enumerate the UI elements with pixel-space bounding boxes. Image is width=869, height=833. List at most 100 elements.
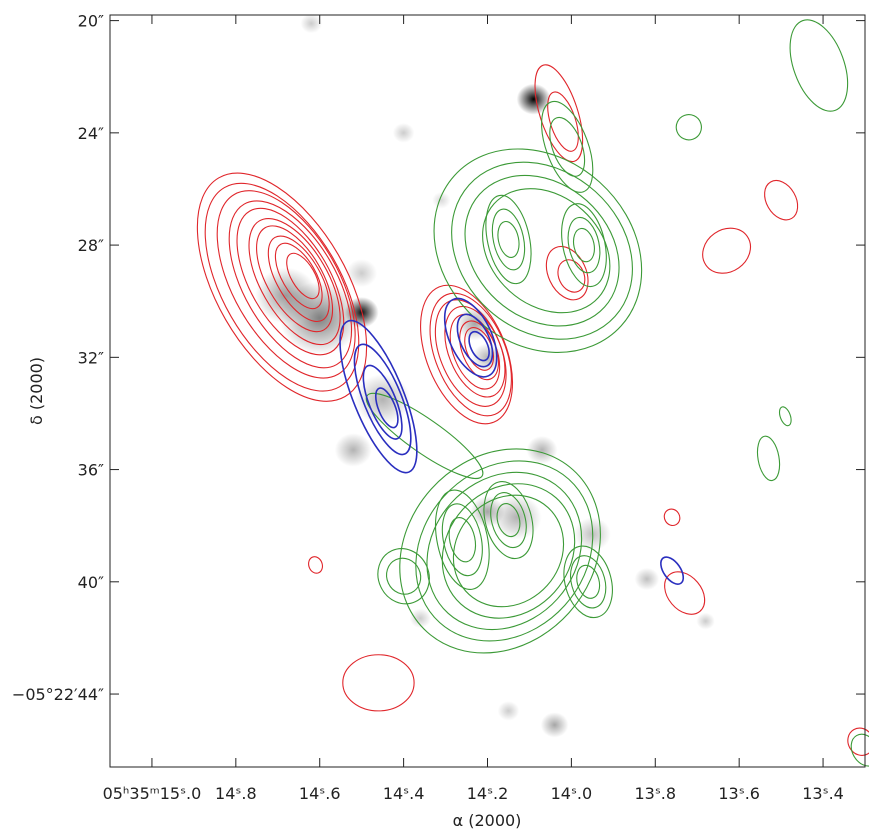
blue-contour: [660, 556, 685, 585]
green-contour: [570, 555, 607, 609]
y-tick-label: 28″: [78, 236, 104, 255]
x-tick-label: 13ˢ.6: [718, 784, 760, 803]
red-contour: [216, 190, 356, 379]
green-contour: [452, 494, 565, 608]
grayscale-blob: [497, 701, 520, 721]
x-tick-label: 13ˢ.8: [634, 784, 676, 803]
red-contour: [236, 207, 345, 356]
green-contour: [756, 435, 781, 482]
green-contour: [365, 392, 484, 479]
red-contour: [267, 235, 330, 323]
y-axis-label: δ (2000): [27, 357, 46, 425]
grayscale-blob: [492, 494, 542, 540]
red-contour-series: [196, 64, 869, 756]
green-contour: [482, 188, 611, 314]
green-contour: [496, 503, 521, 538]
grayscale-blob: [346, 259, 378, 288]
y-tick-label: 40″: [78, 573, 104, 592]
green-contour: [399, 448, 601, 654]
y-tick-label: 24″: [78, 124, 104, 143]
blue-contour: [443, 297, 498, 378]
x-tick-label: 14ˢ.6: [299, 784, 341, 803]
grayscale-blob: [696, 612, 715, 630]
blue-contour: [456, 313, 494, 368]
blue-contour: [362, 364, 403, 440]
green-contour: [567, 216, 601, 274]
green-contour: [576, 564, 601, 599]
red-contour: [534, 64, 584, 163]
green-contour: [386, 557, 422, 595]
red-contour: [228, 200, 353, 369]
x-tick-label: 14ˢ.8: [215, 784, 257, 803]
green-contour: [850, 733, 869, 767]
green-contour: [448, 517, 477, 563]
red-contour: [664, 571, 706, 615]
green-contour: [451, 161, 633, 340]
contours: [196, 19, 869, 767]
green-contour: [435, 489, 490, 590]
grayscale-blob: [334, 433, 372, 467]
green-contour: [377, 548, 430, 605]
green-contour: [541, 100, 594, 193]
grayscale-blob: [526, 435, 558, 464]
green-contour: [490, 492, 527, 549]
x-tick-label: 14ˢ.4: [383, 784, 425, 803]
axis-ticks: 05ʰ35ᵐ15ˢ.0 14ˢ.8 14ˢ.6 14ˢ.4 14ˢ.2 14ˢ.0 13ˢ.…: [12, 12, 865, 803]
green-contour: [441, 483, 576, 619]
green-contour: [483, 481, 534, 560]
y-tick-label: 20″: [78, 12, 104, 31]
red-contour: [847, 727, 869, 756]
green-contour: [549, 116, 586, 177]
green-contour: [426, 471, 583, 631]
grayscale-blob: [540, 712, 569, 738]
grayscale-blob: [516, 83, 551, 115]
red-contour: [545, 245, 589, 301]
green-contour: [778, 406, 792, 427]
red-contour: [204, 182, 360, 392]
red-contour: [308, 556, 324, 574]
grayscale-blob: [634, 567, 660, 591]
red-contour: [663, 508, 681, 527]
red-contour: [248, 217, 341, 346]
blue-contour-series: [339, 297, 685, 585]
green-contour: [441, 503, 483, 577]
blue-contour: [468, 330, 490, 362]
red-contour: [702, 227, 752, 274]
x-tick-label: 14ˢ.0: [551, 784, 593, 803]
blue-contour: [353, 343, 412, 456]
red-contour: [764, 179, 799, 221]
grayscale-blob: [432, 191, 451, 209]
grayscale-blob: [392, 123, 415, 143]
grayscale-blob: [456, 306, 494, 341]
grayscale-blob: [255, 267, 318, 324]
green-contour: [415, 460, 594, 642]
x-axis-label: α (2000): [453, 811, 522, 830]
green-contour: [491, 208, 526, 271]
red-contour: [256, 225, 334, 333]
red-contour: [444, 305, 506, 398]
green-contour: [572, 227, 595, 263]
green-contour: [497, 220, 520, 258]
green-contour: [563, 545, 613, 619]
grayscale-image: [255, 13, 715, 738]
x-tick-label: 13ˢ.4: [802, 784, 844, 803]
x-tick-label: 14ˢ.2: [467, 784, 509, 803]
grayscale-blob: [470, 496, 505, 528]
red-contour: [429, 292, 512, 417]
green-contour: [675, 114, 702, 141]
green-contour: [464, 174, 620, 327]
blue-contour: [374, 387, 399, 429]
green-contour: [485, 194, 532, 285]
x-tick-label: 05ʰ35ᵐ15ˢ.0: [103, 784, 202, 803]
green-contour: [789, 19, 849, 112]
blue-contour: [339, 319, 418, 474]
red-contour: [286, 252, 320, 300]
plot-background: [110, 15, 865, 767]
red-contour: [342, 654, 415, 712]
grayscale-blob: [300, 13, 323, 34]
grayscale-blob: [409, 608, 432, 629]
red-contour: [420, 284, 514, 425]
y-tick-label: 36″: [78, 461, 104, 480]
red-contour: [274, 242, 323, 310]
